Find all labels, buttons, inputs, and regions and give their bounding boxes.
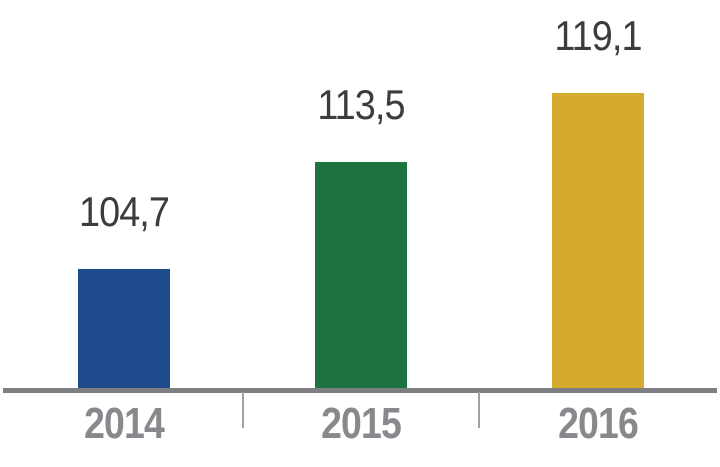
value-label-2016: 119,1 bbox=[554, 12, 642, 59]
category-label-2014: 2014 bbox=[84, 399, 165, 448]
bar-2015 bbox=[315, 162, 407, 388]
category-label-2015: 2015 bbox=[321, 399, 402, 448]
value-label-2014: 104,7 bbox=[78, 188, 170, 235]
bar-2014 bbox=[78, 269, 170, 388]
x-axis-tick-separator-1 bbox=[242, 392, 244, 428]
bar-2016 bbox=[552, 93, 644, 388]
category-label-2016: 2016 bbox=[558, 399, 639, 448]
value-label-2015: 113,5 bbox=[317, 81, 405, 128]
x-axis-tick-separator-2 bbox=[478, 392, 480, 428]
x-axis-line bbox=[3, 388, 717, 393]
